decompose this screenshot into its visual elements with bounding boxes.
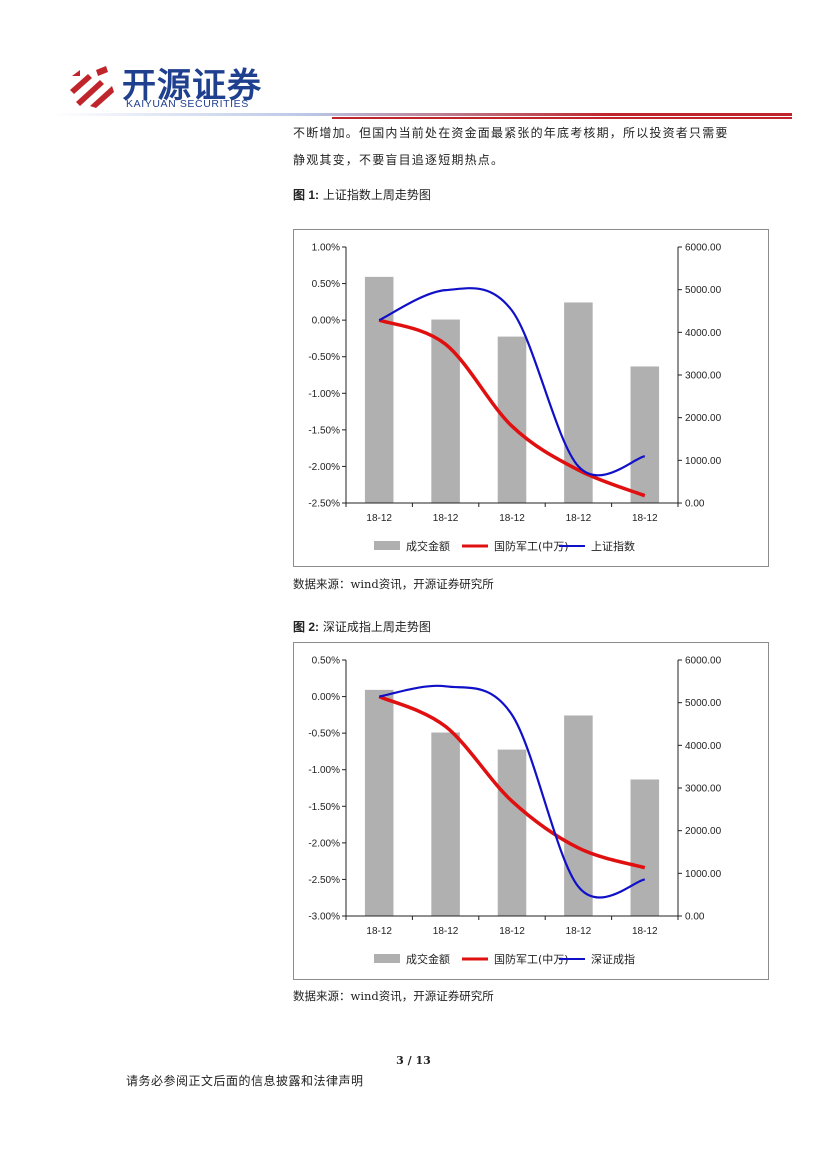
x-tick-label: 18-12 xyxy=(632,513,658,524)
volume-bar xyxy=(431,732,460,916)
x-tick-label: 18-12 xyxy=(499,926,525,937)
x-tick-label: 18-12 xyxy=(499,513,525,524)
y-left-tick-label: -2.00% xyxy=(308,462,340,473)
body-paragraph-line: 静观其变，不要盲目追逐短期热点。 xyxy=(293,153,505,167)
volume-bar xyxy=(497,336,527,503)
y-left-tick-label: -1.50% xyxy=(308,802,340,813)
x-tick-label: 18-12 xyxy=(632,926,658,937)
volume-bar xyxy=(431,319,460,503)
figure-2-source: 数据来源：wind资讯，开源证券研究所 xyxy=(293,989,494,1003)
y-right-tick-label: 2000.00 xyxy=(685,826,722,837)
x-tick-label: 18-12 xyxy=(366,926,392,937)
y-right-tick-label: 6000.00 xyxy=(685,243,722,254)
y-right-tick-label: 0.00 xyxy=(685,912,705,923)
legend-label: 深证成指 xyxy=(591,952,635,966)
legend-swatch-bar xyxy=(374,954,400,963)
x-tick-label: 18-12 xyxy=(433,926,459,937)
y-right-tick-label: 1000.00 xyxy=(685,456,722,467)
y-right-tick-label: 3000.00 xyxy=(685,371,722,382)
y-right-tick-label: 5000.00 xyxy=(685,698,722,709)
series-line-blue xyxy=(379,684,646,899)
y-right-tick-label: 4000.00 xyxy=(685,328,722,339)
figure-2-title: 深证成指上周走势图 xyxy=(322,620,431,634)
y-right-tick-label: 6000.00 xyxy=(685,656,722,667)
y-left-tick-label: -0.50% xyxy=(308,729,340,740)
y-right-tick-label: 1000.00 xyxy=(685,869,722,880)
figure-1-title: 上证指数上周走势图 xyxy=(322,188,431,202)
chart-1-frame: 1.00% 0.50% 0.00% -0.50% -1.00% -1.50% -2.00% -… xyxy=(293,229,769,567)
body-paragraph-line: 不断增加。但国内当前处在资金面最紧张的年底考核期，所以投资者只需要 xyxy=(293,126,729,140)
figure-1-caption: 图 1: 上证指数上周走势图 xyxy=(293,186,431,203)
y-left-tick-label: 0.50% xyxy=(312,656,340,667)
legend-label: 国防军工(中万) xyxy=(494,952,569,966)
figure-2-label: 图 2: xyxy=(293,620,320,634)
volume-bar xyxy=(497,749,527,916)
figure-1-label: 图 1: xyxy=(293,188,320,202)
chart-2: 0.50% 0.00% -0.50% -1.00% -1.50% -2.00% -2.50%… xyxy=(308,656,722,967)
brand-name-en: KAIYUAN SECURITIES xyxy=(126,98,249,110)
figure-2-caption: 图 2: 深证成指上周走势图 xyxy=(293,618,431,635)
legend-swatch-bar xyxy=(374,541,400,550)
y-left-tick-label: -1.00% xyxy=(308,389,340,400)
y-right-tick-label: 4000.00 xyxy=(685,741,722,752)
legend-label: 国防军工(中万) xyxy=(494,539,569,553)
x-tick-label: 18-12 xyxy=(366,513,392,524)
y-right-tick-label: 3000.00 xyxy=(685,784,722,795)
series-line-blue xyxy=(378,287,646,477)
y-left-tick-label: -2.50% xyxy=(308,499,340,510)
x-tick-label: 18-12 xyxy=(566,926,592,937)
y-left-tick-label: -1.00% xyxy=(308,765,340,776)
y-left-tick-label: -2.00% xyxy=(308,838,340,849)
kaiyuan-logo-icon xyxy=(70,66,114,108)
y-left-tick-label: -1.50% xyxy=(308,425,340,436)
x-tick-label: 18-12 xyxy=(433,513,459,524)
page-number: 3 / 13 xyxy=(396,1054,431,1067)
volume-bar xyxy=(364,689,394,916)
y-left-tick-label: -2.50% xyxy=(308,875,340,886)
header-divider xyxy=(52,113,792,119)
y-left-tick-label: -0.50% xyxy=(308,352,340,363)
figure-1-source: 数据来源：wind资讯，开源证券研究所 xyxy=(293,577,494,591)
y-left-tick-label: 1.00% xyxy=(312,243,340,254)
y-right-tick-label: 5000.00 xyxy=(685,285,722,296)
y-left-tick-label: 0.00% xyxy=(312,692,340,703)
y-right-tick-label: 0.00 xyxy=(685,499,705,510)
chart-1: 1.00% 0.50% 0.00% -0.50% -1.00% -1.50% -2.00% -… xyxy=(308,243,722,554)
disclaimer-text: 请务必参阅正文后面的信息披露和法律声明 xyxy=(126,1074,364,1088)
volume-bar xyxy=(630,779,660,916)
volume-bar xyxy=(564,715,593,916)
y-left-tick-label: 0.00% xyxy=(312,316,340,327)
x-tick-label: 18-12 xyxy=(566,513,592,524)
y-right-tick-label: 2000.00 xyxy=(685,413,722,424)
legend-label: 成交金额 xyxy=(406,539,450,553)
volume-bar xyxy=(630,366,660,503)
volume-bar xyxy=(364,276,394,503)
legend-label: 成交金额 xyxy=(406,952,450,966)
chart-2-frame: 0.50% 0.00% -0.50% -1.00% -1.50% -2.00% -2.50%… xyxy=(293,642,769,980)
brand-name-cn: 开源证券 xyxy=(122,66,262,106)
y-left-tick-label: 0.50% xyxy=(312,279,340,290)
y-left-tick-label: -3.00% xyxy=(308,912,340,923)
legend-label: 上证指数 xyxy=(591,539,635,553)
